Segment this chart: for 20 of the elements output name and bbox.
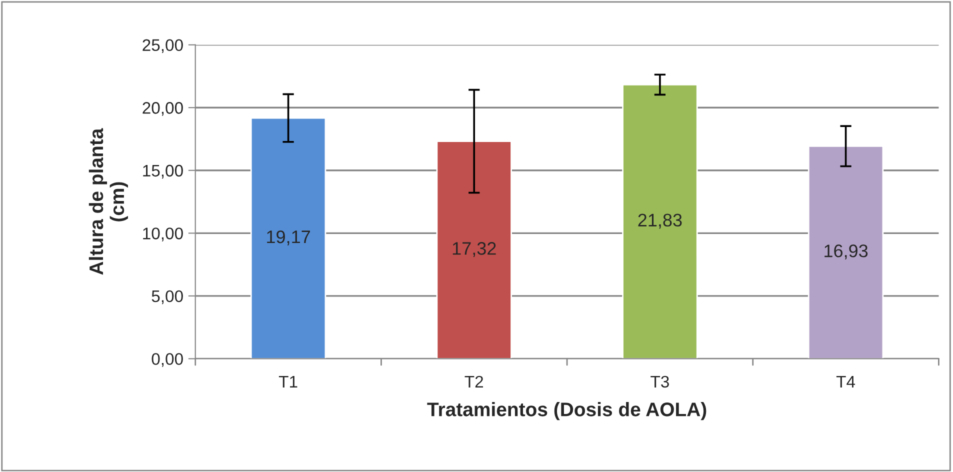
- y-tick-label: 0,00: [152, 353, 183, 367]
- x-tick-label: T3: [650, 376, 669, 388]
- data-label: 21,83: [638, 214, 682, 229]
- x-tick-label: T4: [836, 376, 856, 388]
- bar: [808, 145, 884, 359]
- y-tick-label: 25,00: [142, 39, 183, 54]
- y-tick-label: 15,00: [143, 164, 183, 179]
- x-axis-title: Tratamientos (Dosis de AOLA): [427, 402, 706, 420]
- data-label: 16,93: [824, 244, 868, 260]
- y-axis-title: Altura de planta (cm): [88, 128, 128, 275]
- bar: [622, 84, 698, 359]
- y-tick-label: 10,00: [143, 228, 183, 242]
- x-tick-label: T1: [278, 376, 298, 388]
- bar: [250, 117, 326, 359]
- y-tick-label: 5,00: [152, 290, 183, 304]
- y-tick-label: 20,00: [142, 102, 183, 116]
- x-tick-label: T2: [464, 376, 484, 388]
- data-label: 19,17: [267, 230, 310, 246]
- data-label: 17,32: [452, 242, 496, 257]
- bar: [436, 140, 512, 359]
